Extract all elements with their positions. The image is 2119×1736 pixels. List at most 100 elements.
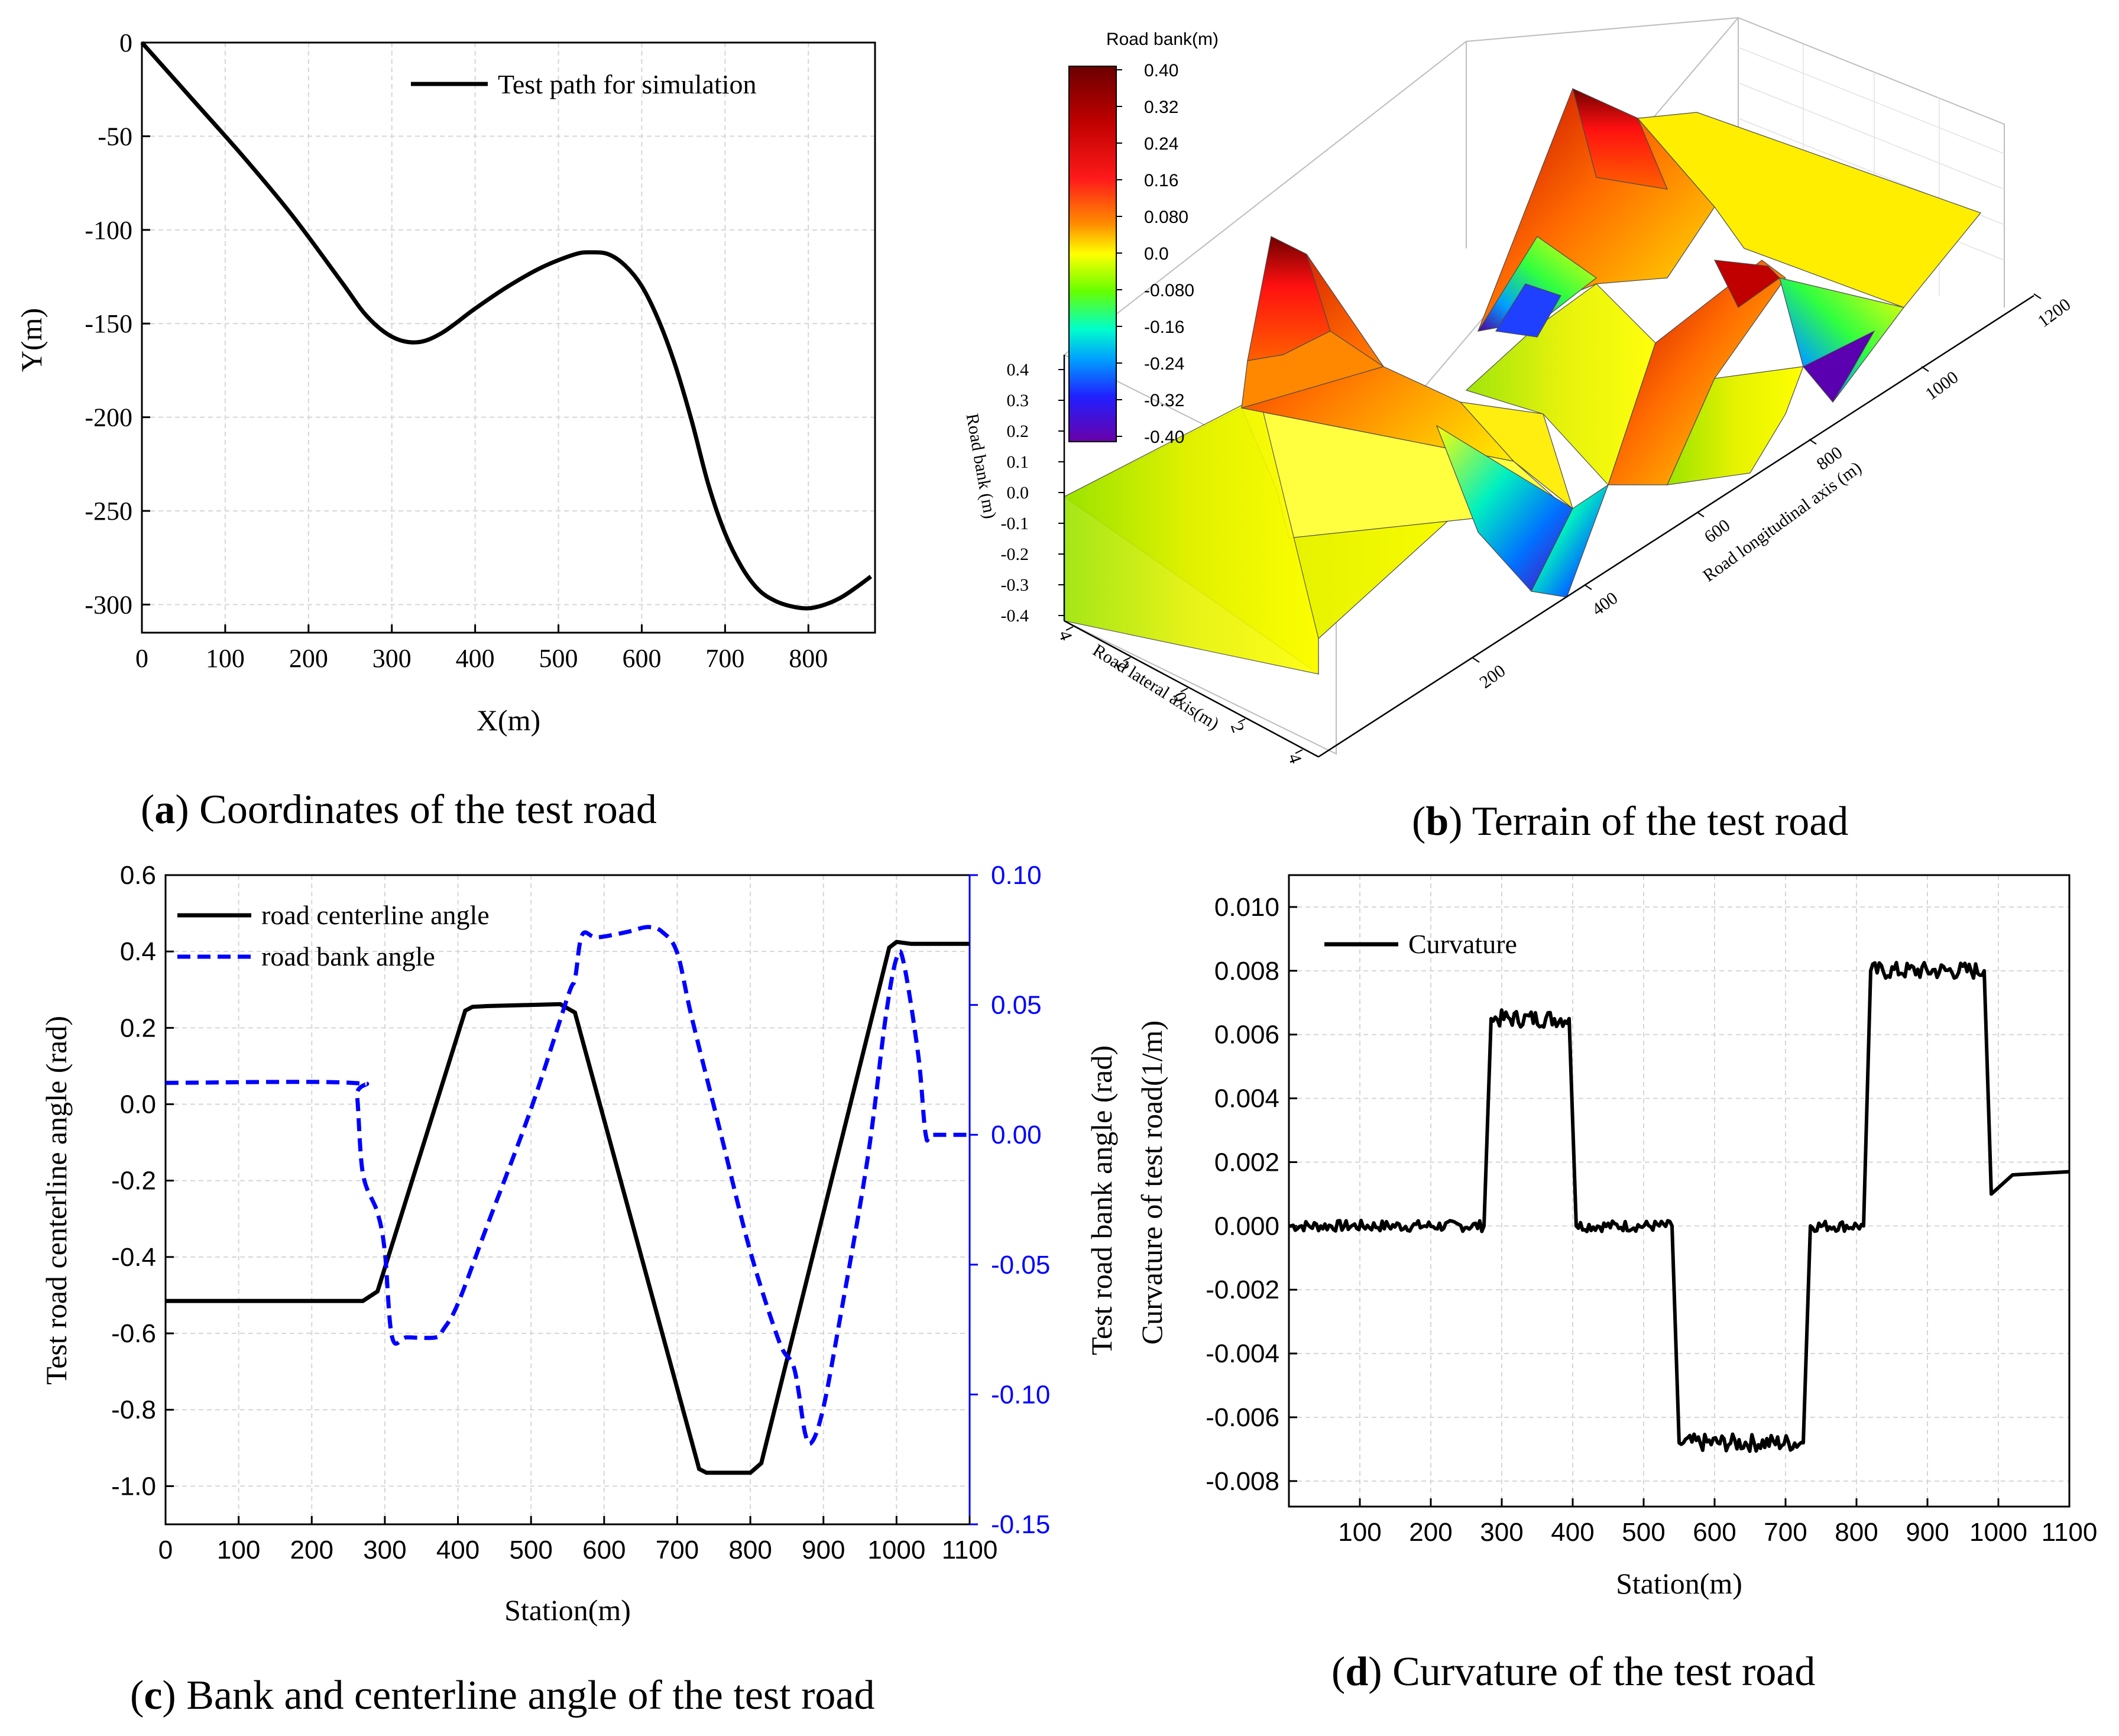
y-tick-label: -250 (85, 497, 132, 526)
panel-d-x-ticks: 100 200 300 400 500 600 700 800 900 1000 1100 (1338, 1498, 2097, 1547)
x-tick-label: 600 (1693, 1518, 1736, 1547)
panel-c-plot-frame (164, 874, 971, 1526)
colorbar-tick-label: 0.24 (1144, 134, 1178, 154)
x-tick-label: 900 (802, 1536, 845, 1565)
y-tick-label: -50 (98, 122, 132, 151)
z-tick-label: 0.0 (1007, 483, 1029, 503)
colorbar-tick-label: -0.32 (1144, 391, 1184, 410)
panel-c-x-ticks: 0 100 200 300 400 500 600 700 800 900 1000 1100 (158, 1516, 997, 1565)
x-tick-label: 500 (1622, 1518, 1665, 1547)
longitudinal-tick-mark (1696, 511, 1705, 517)
panel-c-y2-ticks: 0.10 0.05 0.00 -0.05 -0.10 -0.15 (970, 861, 1050, 1539)
panel-c-legend-label-1: road centerline angle (261, 900, 490, 930)
x-tick-label: 1000 (1969, 1518, 2027, 1547)
panel-c-bank-angle-line (165, 925, 970, 1446)
panel-a-caption-text: Coordinates of the test road (189, 787, 657, 833)
panel-b-axes (1063, 294, 2034, 758)
longitudinal-tick-label: 200 (1476, 661, 1509, 692)
x-tick-label: 700 (656, 1536, 699, 1565)
lateral-tick-mark (1180, 688, 1188, 692)
panel-a-grid (141, 42, 875, 633)
x-tick-label: 200 (290, 1536, 333, 1565)
x-tick-label: 100 (206, 644, 245, 673)
panel-c-caption-letter: c (144, 1673, 162, 1718)
y-tick-label: 0.004 (1214, 1084, 1279, 1113)
y2-tick-label: -0.05 (991, 1251, 1050, 1280)
y-tick-label: 0.4 (120, 937, 156, 966)
panel-b-caption-letter: b (1425, 799, 1449, 844)
x-tick-label: 800 (1835, 1518, 1878, 1547)
colorbar-tick-label: 0.0 (1144, 244, 1169, 264)
panel-b-caption: (b) Terrain of the test road (1412, 799, 1848, 844)
x-tick-label: 800 (728, 1536, 772, 1565)
x-tick-label: 0 (135, 644, 148, 673)
panel-b-surface (1063, 88, 1982, 675)
panel-a-ylabel: Y(m) (15, 308, 48, 372)
lateral-tick-mark (1237, 718, 1246, 723)
panel-a: 0 100 200 300 400 500 600 700 800 0 -50 -100 -150 -2… (15, 28, 876, 833)
panel-d-y-ticks: 0.010 0.008 0.006 0.004 0.002 0.000 -0.002 -0.0… (1206, 893, 1297, 1496)
y-tick-label: -0.4 (111, 1243, 156, 1272)
x-tick-label: 300 (363, 1536, 406, 1565)
panel-d-caption-text: Curvature of the test road (1382, 1649, 1816, 1695)
panel-d: 100 200 300 400 500 600 700 800 900 1000 1100 0.01… (1135, 874, 2097, 1695)
panel-b-caption-text: Terrain of the test road (1463, 799, 1849, 844)
x-tick-label: 200 (1409, 1518, 1452, 1547)
y2-tick-label: 0.05 (991, 991, 1042, 1020)
x-tick-label: 400 (456, 644, 495, 673)
y-tick-label: 0.2 (120, 1013, 156, 1042)
panel-a-xlabel: X(m) (477, 704, 540, 737)
longitudinal-tick-mark (1584, 584, 1592, 590)
y2-tick-label: 0.00 (991, 1120, 1042, 1149)
y-tick-label: 0.008 (1214, 957, 1279, 986)
panel-c-xlabel: Station(m) (504, 1594, 631, 1627)
y-tick-label: -150 (85, 309, 132, 338)
panel-c-grid (165, 875, 970, 1524)
z-tick-label: -0.2 (1001, 545, 1029, 564)
x-tick-label: 800 (789, 644, 828, 673)
lateral-tick-label: 4 (1284, 751, 1305, 766)
panel-a-plot-frame (141, 41, 876, 634)
y-tick-label: -0.006 (1206, 1403, 1279, 1432)
x-tick-label: 200 (289, 644, 328, 673)
colorbar-tick-label: -0.16 (1144, 318, 1184, 337)
x-tick-label: 500 (539, 644, 578, 673)
y-tick-label: 0.002 (1214, 1148, 1279, 1177)
longitudinal-tick-label: 600 (1701, 516, 1734, 547)
x-tick-label: 100 (1338, 1518, 1381, 1547)
colorbar-title: Road bank(m) (1106, 30, 1219, 49)
panel-a-x-ticks: 0 100 200 300 400 500 600 700 800 (135, 624, 828, 673)
panel-b-x-label: Road lateral axis(m) (1089, 640, 1222, 734)
colorbar-tick-label: -0.40 (1144, 427, 1184, 447)
z-tick-label: 0.2 (1007, 422, 1029, 441)
x-tick-label: 300 (372, 644, 412, 673)
x-tick-label: 0 (158, 1536, 173, 1565)
x-tick-label: 600 (622, 644, 661, 673)
longitudinal-tick-mark (1472, 657, 1480, 663)
y-tick-label: -0.6 (111, 1319, 156, 1348)
x-tick-label: 900 (1906, 1518, 1949, 1547)
y-tick-label: -0.2 (111, 1167, 156, 1196)
panel-d-plot-frame (1288, 874, 2071, 1508)
longitudinal-tick-label: 400 (1589, 588, 1622, 620)
y-tick-label: 0 (119, 28, 132, 57)
lateral-tick-mark (1065, 626, 1074, 631)
longitudinal-tick-mark (1809, 439, 1817, 445)
panel-c-y2label: Test road bank angle (rad) (1085, 1045, 1118, 1355)
longitudinal-tick-label: 1000 (1922, 367, 1962, 404)
lateral-tick-mark (1123, 657, 1131, 662)
x-tick-label: 600 (582, 1536, 626, 1565)
panel-a-legend-label: Test path for simulation (498, 69, 757, 99)
panel-a-y-ticks: 0 -50 -100 -150 -200 -250 -300 (85, 28, 150, 619)
y-tick-label: -0.004 (1206, 1339, 1279, 1368)
y-tick-label: 0.0 (120, 1090, 156, 1119)
panel-d-legend-label: Curvature (1408, 929, 1517, 959)
panel-c-y-ticks: 0.6 0.4 0.2 0.0 -0.2 -0.4 -0.6 -0.8 -1.0 (111, 861, 174, 1501)
z-tick-label: -0.1 (1001, 514, 1029, 533)
x-tick-label: 500 (509, 1536, 552, 1565)
colorbar-tick-label: -0.24 (1144, 354, 1184, 374)
panel-d-caption: (d) Curvature of the test road (1331, 1649, 1815, 1695)
panel-c-caption-text: Bank and centerline angle of the test ro… (176, 1673, 875, 1718)
y-tick-label: -0.008 (1206, 1467, 1279, 1496)
